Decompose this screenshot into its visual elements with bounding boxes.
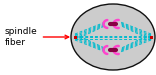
Text: spindle
fiber: spindle fiber <box>5 27 69 47</box>
Bar <box>73 35 76 38</box>
Ellipse shape <box>71 4 155 70</box>
Bar <box>149 35 153 38</box>
